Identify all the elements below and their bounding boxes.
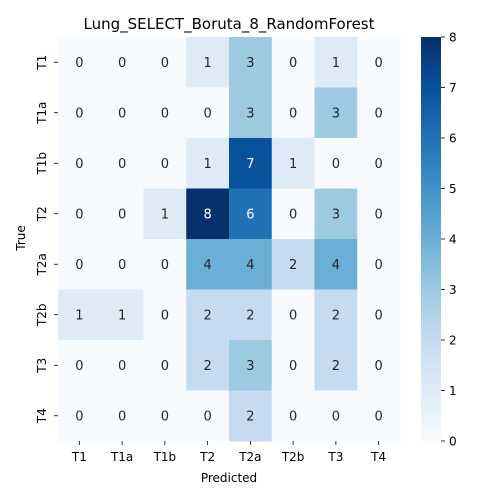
cell-value-label: 3	[246, 359, 254, 374]
x-tick-label: T4	[370, 450, 386, 464]
cell-value-label: 3	[246, 106, 254, 121]
cell-value-label: 0	[161, 409, 169, 424]
x-tick-label: T2	[199, 450, 215, 464]
cell-value-label: 0	[75, 359, 83, 374]
cell-value-label: 1	[75, 308, 83, 323]
colorbar-tick-label: 0	[449, 435, 457, 449]
cell-value-label: 2	[332, 359, 340, 374]
cell-value-label: 0	[161, 106, 169, 121]
cell-value-label: 0	[374, 409, 382, 424]
y-tick-label: T2b	[35, 303, 49, 327]
y-axis: T1 T1a T1b T2 T2a T2b T3 T4	[35, 55, 58, 424]
cell-value-label: 0	[161, 308, 169, 323]
cell-value-label: 4	[203, 258, 211, 273]
cell-value-label: 1	[289, 157, 297, 172]
colorbar-tick-label: 4	[449, 233, 457, 247]
colorbar-tick-label: 3	[449, 283, 457, 297]
x-tick-label: T2a	[238, 450, 261, 464]
cell-value-label: 2	[246, 409, 254, 424]
y-tick-label: T1b	[35, 152, 49, 176]
cell-value-label: 0	[289, 308, 297, 323]
chart-title: Lung_SELECT_Boruta_8_RandomForest	[84, 15, 375, 34]
cell-value-label: 0	[118, 106, 126, 121]
cell-value-label: 6	[246, 207, 254, 222]
y-tick-label: T4	[35, 408, 49, 424]
cell-value-label: 0	[75, 56, 83, 71]
cell-value-label: 0	[118, 56, 126, 71]
cell-value-label: 3	[332, 207, 340, 222]
x-tick-label: T1b	[153, 450, 177, 464]
cell-value-label: 0	[161, 359, 169, 374]
cell-value-label: 2	[203, 359, 211, 374]
cell-value-label: 4	[246, 258, 254, 273]
cell-value-label: 0	[161, 157, 169, 172]
cell-value-label: 0	[374, 207, 382, 222]
x-tick-label: T1a	[110, 450, 133, 464]
y-tick-label: T3	[35, 358, 49, 374]
cell-value-label: 2	[289, 258, 297, 273]
cell-value-label: 1	[118, 308, 126, 323]
cell-value-label: 0	[118, 359, 126, 374]
cell-value-label: 2	[246, 308, 254, 323]
cell-value-label: 1	[203, 157, 211, 172]
colorbar-tick-label: 5	[449, 182, 457, 196]
cell-value-label: 0	[75, 409, 83, 424]
cell-value-label: 3	[332, 106, 340, 121]
cell-value-label: 0	[332, 409, 340, 424]
x-tick-label: T3	[327, 450, 343, 464]
cell-value-label: 0	[289, 409, 297, 424]
cell-value-label: 0	[203, 106, 211, 121]
heatmap-cells: 0 0 0 1 3 0 1 0 0 0 0 0 3 0 3 0 0 0 0 1 7 1 0 0 0 0 1 8 6 0 3 0 0 0 0 4 4 2 4 0…	[58, 37, 401, 442]
cell-value-label: 0	[75, 106, 83, 121]
cell-value-label: 0	[118, 207, 126, 222]
y-axis-label: True	[14, 225, 28, 252]
cell-value-label: 0	[374, 258, 382, 273]
cell-value-label: 1	[332, 56, 340, 71]
y-tick-label: T1	[35, 55, 49, 71]
cell-value-label: 0	[289, 359, 297, 374]
x-axis: T1 T1a T1b T2 T2a T2b T3 T4	[71, 441, 386, 464]
cell-value-label: 1	[161, 207, 169, 222]
colorbar-tick-label: 8	[449, 31, 457, 45]
cell-value-label: 4	[332, 258, 340, 273]
colorbar-axis: 0 1 2 3 4 5 6 7 8	[441, 31, 457, 449]
cell-value-label: 1	[203, 56, 211, 71]
cell-value-label: 0	[161, 258, 169, 273]
cell-value-label: 0	[289, 106, 297, 121]
cell-value-label: 0	[118, 409, 126, 424]
y-tick-label: T2	[35, 206, 49, 222]
cell-value-label: 0	[289, 207, 297, 222]
cell-value-label: 0	[374, 359, 382, 374]
x-tick-label: T1	[71, 450, 87, 464]
cell-value-label: 0	[118, 258, 126, 273]
cell-value-label: 8	[203, 207, 211, 222]
cell-value-label: 0	[289, 56, 297, 71]
cell-value-label: 0	[161, 56, 169, 71]
x-tick-label: T2b	[281, 450, 305, 464]
colorbar-tick-label: 1	[449, 384, 457, 398]
y-tick-label: T2a	[35, 253, 49, 276]
colorbar-tick-label: 7	[449, 81, 457, 95]
cell-value-label: 3	[246, 56, 254, 71]
cell-value-label: 0	[374, 157, 382, 172]
cell-value-label: 0	[374, 308, 382, 323]
cell-value-label: 2	[332, 308, 340, 323]
cell-value-label: 0	[374, 56, 382, 71]
x-axis-label: Predicted	[201, 471, 257, 485]
colorbar-tick-label: 6	[449, 132, 457, 146]
cell-value-label: 2	[203, 308, 211, 323]
y-tick-label: T1a	[35, 102, 49, 125]
cell-value-label: 7	[246, 157, 254, 172]
cell-value-label: 0	[203, 409, 211, 424]
cell-value-label: 0	[75, 157, 83, 172]
cell-value-label: 0	[75, 258, 83, 273]
colorbar-tick-label: 2	[449, 334, 457, 348]
cell-value-label: 0	[75, 207, 83, 222]
cell-value-label: 0	[374, 106, 382, 121]
cell-value-label: 0	[118, 157, 126, 172]
cell-value-label: 0	[332, 157, 340, 172]
colorbar	[421, 37, 441, 441]
